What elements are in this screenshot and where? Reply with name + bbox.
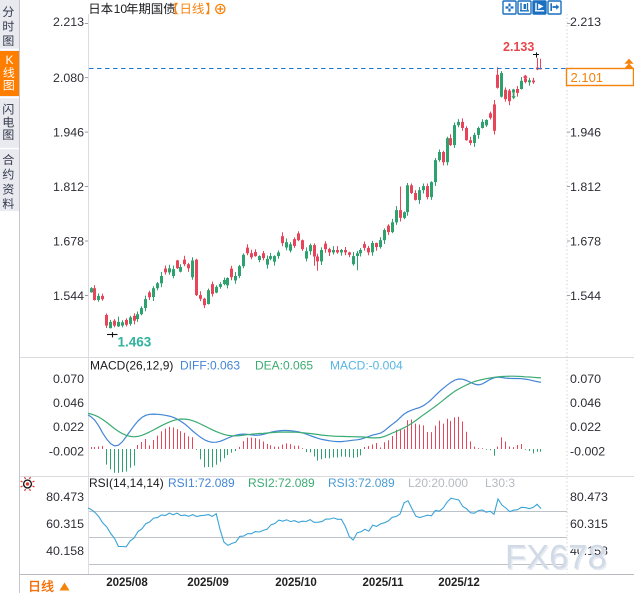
svg-text:1.678: 1.678 <box>53 234 84 248</box>
svg-text:DIFF:0.063: DIFF:0.063 <box>180 359 240 373</box>
svg-text:L30:3: L30:3 <box>485 476 515 490</box>
svg-text:2025/08: 2025/08 <box>106 577 148 589</box>
svg-text:60.315: 60.315 <box>46 517 84 531</box>
svg-text:2.080: 2.080 <box>53 71 84 85</box>
svg-text:2025/09: 2025/09 <box>187 577 229 589</box>
svg-text:10: 10 <box>114 2 128 16</box>
svg-text:40.158: 40.158 <box>46 544 84 558</box>
svg-text:MACD(26,12,9): MACD(26,12,9) <box>90 359 173 373</box>
svg-text:-0.002: -0.002 <box>49 444 84 458</box>
svg-text:1.463: 1.463 <box>118 335 152 350</box>
svg-text:RSI3:72.089: RSI3:72.089 <box>328 476 395 490</box>
svg-text:0.070: 0.070 <box>53 372 84 386</box>
svg-text:FX678: FX678 <box>507 540 609 578</box>
svg-text:0.046: 0.046 <box>53 396 84 410</box>
svg-text:40.158: 40.158 <box>570 544 608 558</box>
svg-text:-0.002: -0.002 <box>570 444 605 458</box>
svg-text:RSI2:72.089: RSI2:72.089 <box>248 476 315 490</box>
svg-text:0.022: 0.022 <box>53 420 84 434</box>
svg-text:1.544: 1.544 <box>570 289 601 303</box>
svg-text:1.946: 1.946 <box>570 125 601 139</box>
svg-text:K: K <box>5 53 13 67</box>
svg-text:DEA:0.065: DEA:0.065 <box>255 359 313 373</box>
svg-text:0.046: 0.046 <box>570 396 601 410</box>
svg-text:L20:20.000: L20:20.000 <box>408 476 468 490</box>
svg-text:60.315: 60.315 <box>570 517 608 531</box>
svg-text:RSI(14,14,14): RSI(14,14,14) <box>89 476 164 490</box>
svg-text:RSI1:72.089: RSI1:72.089 <box>168 476 235 490</box>
svg-text:0.022: 0.022 <box>570 420 601 434</box>
svg-text:2025/11: 2025/11 <box>363 577 405 589</box>
svg-text:1.812: 1.812 <box>570 180 601 194</box>
svg-text:2.213: 2.213 <box>570 15 601 29</box>
svg-text:FX678: FX678 <box>505 539 607 577</box>
svg-text:1.678: 1.678 <box>570 234 601 248</box>
svg-text:2.133: 2.133 <box>503 40 534 54</box>
svg-text:80.473: 80.473 <box>46 490 84 504</box>
svg-text:2025/10: 2025/10 <box>275 577 317 589</box>
svg-text:1.812: 1.812 <box>53 180 84 194</box>
svg-text:2.213: 2.213 <box>53 15 84 29</box>
svg-text:MACD:-0.004: MACD:-0.004 <box>330 359 403 373</box>
svg-text:0.070: 0.070 <box>570 372 601 386</box>
svg-text:1.946: 1.946 <box>53 125 84 139</box>
svg-text:1.544: 1.544 <box>53 289 84 303</box>
svg-text:80.473: 80.473 <box>570 490 608 504</box>
svg-text:2.101: 2.101 <box>571 70 604 85</box>
svg-text:2025/12: 2025/12 <box>438 577 480 589</box>
